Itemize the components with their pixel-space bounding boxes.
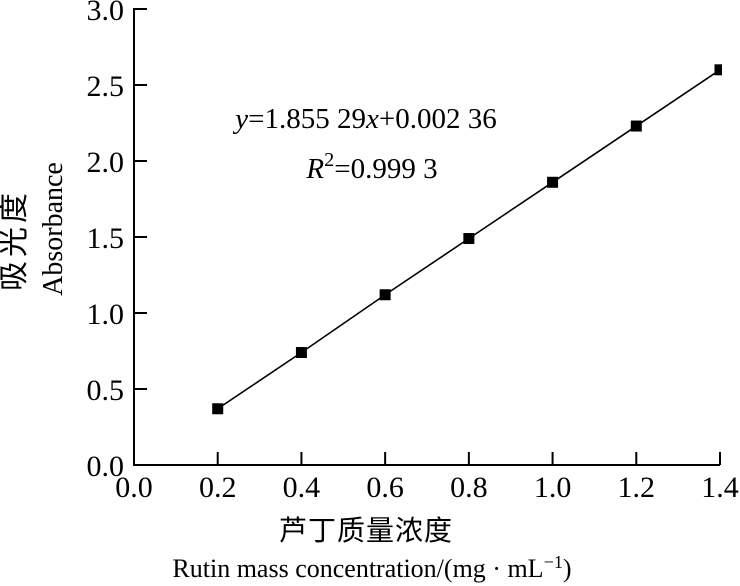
x-tick-label: 1.0	[534, 471, 572, 504]
y-tick-label: 1.0	[87, 298, 125, 331]
x-tick-label: 0.4	[283, 471, 321, 504]
data-point-marker	[212, 403, 224, 415]
x-tick-label: 1.4	[701, 471, 739, 504]
y-tick-label: 0.5	[87, 374, 125, 407]
y-tick-label: 1.5	[87, 222, 125, 255]
y-axis-label-en: Absorbance	[38, 162, 69, 296]
data-point-marker	[630, 120, 642, 132]
data-point-marker	[295, 347, 307, 359]
y-tick-label: 2.5	[87, 70, 125, 103]
x-tick-label: 1.2	[618, 471, 656, 504]
data-point-marker	[379, 289, 391, 301]
data-point-marker	[463, 233, 475, 245]
fit-equation-text: y=1.855 29x+0.002 36	[232, 103, 496, 135]
x-tick-label: 0.8	[450, 471, 488, 504]
plot-area-group	[212, 64, 722, 415]
x-axis-label-zh: 芦丁质量浓度	[279, 515, 453, 547]
x-tick-label: 0.2	[199, 471, 237, 504]
y-tick-label: 3.0	[87, 0, 125, 27]
y-axis-label-zh: 吸光度	[0, 189, 31, 291]
x-tick-label: 0.0	[115, 471, 153, 504]
x-tick-label: 0.6	[366, 471, 404, 504]
x-axis-label-en: Rutin mass concentration/(mg · mL−1)	[172, 552, 571, 583]
data-point-marker	[547, 176, 559, 188]
y-tick-label: 2.0	[87, 146, 125, 179]
y-tick-label: 0.0	[87, 450, 125, 483]
data-point-marker	[714, 64, 722, 76]
r-squared-text: R2=0.999 3	[305, 149, 437, 185]
